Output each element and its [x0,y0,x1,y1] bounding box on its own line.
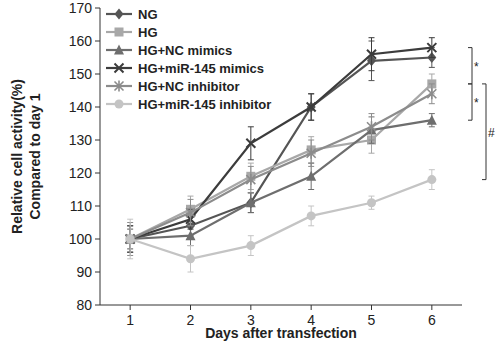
y-tick [95,173,100,174]
y-tick-label: 80 [76,297,92,313]
y-tick-label: 110 [70,198,93,214]
y-tick [95,305,100,306]
x-tick-label: 2 [187,312,195,328]
y-tick-label: 100 [69,231,93,247]
marker [427,115,437,125]
y-tick [95,239,100,240]
marker [307,148,316,159]
x-tick [311,305,312,310]
significance-bracket [482,84,486,180]
marker [427,43,436,52]
legend-label: HG+miR-145 mimics [138,61,264,76]
marker [126,235,135,244]
y-tick-label: 160 [69,33,93,49]
significance-bracket [468,84,472,120]
legend-label: NG [138,7,158,22]
x-tick [250,305,251,310]
series [126,38,437,253]
series-line [130,120,432,239]
marker [126,234,135,245]
marker [306,171,316,181]
series-line [130,94,432,239]
x-tick [371,305,372,310]
legend-label: HG+NC mimics [138,43,232,58]
y-tick [95,107,100,108]
x-tick [190,305,191,310]
series [126,41,437,249]
y-axis-label: Relative cell activity(%) [9,79,25,234]
y-tick-label: 130 [69,132,93,148]
series [126,170,437,272]
marker [246,197,256,207]
series-line [130,48,432,239]
significance-label: * [474,60,479,74]
series-line [130,180,432,259]
marker [246,139,255,148]
marker [367,198,376,207]
y-tick-label: 170 [69,0,93,16]
x-tick [431,305,432,310]
y-tick [95,8,100,9]
chart: 8090100110120130140150160170123456Days a… [0,0,500,345]
marker [186,254,195,263]
y-tick [95,41,100,42]
significance-bracket [468,48,472,84]
y-tick [95,272,100,273]
marker [246,241,255,250]
marker [367,50,376,59]
x-tick-label: 6 [428,312,436,328]
legend-marker [115,81,124,92]
marker [186,230,196,240]
x-tick-label: 1 [126,312,134,328]
legend: NG HG HG+NC mimics HG+miR-145 mimics HG+NC i… [106,7,271,112]
marker [186,207,195,218]
series-line [130,84,432,239]
legend-label: HG+NC inhibitor [138,79,239,94]
marker [307,103,316,112]
plot-area [125,38,437,272]
marker [427,88,436,99]
y-tick [95,206,100,207]
y-axis [100,8,101,305]
series-line [130,58,432,240]
legend-marker [115,100,124,109]
legend-label: HG [138,25,158,40]
marker [427,175,436,184]
y-tick-label: 120 [69,165,93,181]
y-tick-label: 150 [69,66,93,82]
x-axis-label: Days after transfection [205,325,357,341]
marker [367,121,376,132]
marker [126,235,135,244]
y-tick [95,140,100,141]
legend-label: HG+miR-145 inhibitor [138,97,271,112]
x-tick-label: 5 [368,312,376,328]
legend-marker [114,45,124,55]
y-axis-label: Compared to day 1 [27,93,43,219]
y-tick-label: 140 [69,99,93,115]
legend-marker [115,64,124,73]
marker [125,234,135,244]
marker [246,174,255,185]
marker [307,211,316,220]
marker [126,234,135,245]
marker [126,235,135,244]
x-tick [130,305,131,310]
x-axis [100,305,462,306]
significance-label: * [474,96,479,110]
marker [246,197,255,208]
significance-label: # [488,126,495,140]
y-tick-label: 90 [76,264,92,280]
y-tick [95,74,100,75]
legend-marker [115,9,124,20]
legend-marker [115,28,124,37]
